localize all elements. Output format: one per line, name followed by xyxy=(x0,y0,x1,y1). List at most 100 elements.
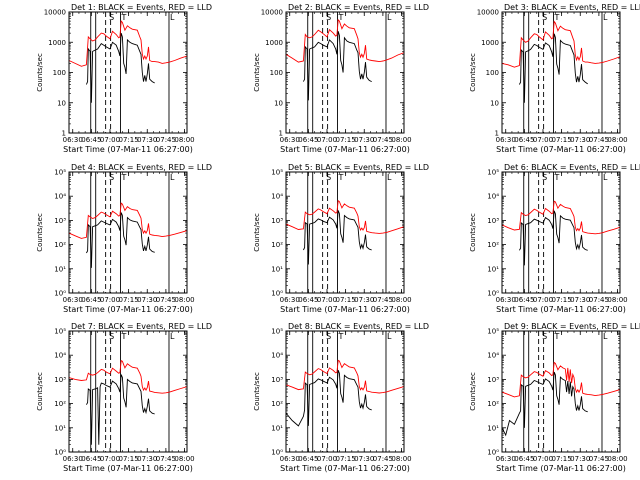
y-axis-label: Counts/sec xyxy=(253,372,261,411)
x-tick-label: 08:00 xyxy=(607,455,627,463)
y-tick-label: 10⁵ xyxy=(54,169,66,177)
y-tick-label: 10⁴ xyxy=(271,352,283,360)
y-tick-label: 10³ xyxy=(487,217,499,225)
marker-label: T xyxy=(121,13,127,22)
y-tick-label: 10⁰ xyxy=(487,449,499,457)
x-axis-title: Start Time (07-Mar-11 06:27:00) xyxy=(496,464,626,473)
y-axis-label: Counts/sec xyxy=(253,53,261,92)
panel-title: Det 2: BLACK = Events, RED = LLD xyxy=(288,3,429,12)
x-tick-label: 06:30 xyxy=(496,136,516,144)
lld-series-line xyxy=(69,19,187,67)
x-axis-title: Start Time (07-Mar-11 06:27:00) xyxy=(496,145,626,154)
events-series-line xyxy=(519,210,588,266)
x-tick-label: 08:00 xyxy=(391,136,411,144)
y-tick-label: 10² xyxy=(271,400,283,408)
y-tick-label: 10² xyxy=(271,241,283,249)
x-tick-label: 07:15 xyxy=(552,136,572,144)
x-tick-label: 07:30 xyxy=(354,296,374,304)
x-axis-title: Start Time (07-Mar-11 06:27:00) xyxy=(280,145,410,154)
marker-label: L xyxy=(603,13,608,22)
events-series-line xyxy=(286,370,372,427)
x-tick-label: 07:30 xyxy=(354,455,374,463)
lld-series-line xyxy=(69,359,187,394)
events-series-line xyxy=(502,371,588,437)
plot-frame xyxy=(285,11,405,134)
y-tick-label: 10⁰ xyxy=(271,449,283,457)
y-tick-label: 10⁵ xyxy=(487,169,499,177)
detector-panel-2: Det 2: BLACK = Events, RED = LLD Counts/s… xyxy=(253,3,429,154)
y-tick-label: 10⁰ xyxy=(271,290,283,298)
y-tick-label: 10⁴ xyxy=(54,193,66,201)
y-tick-label: 10³ xyxy=(54,376,66,384)
plot-frame xyxy=(68,171,188,294)
x-tick-label: 07:15 xyxy=(119,455,139,463)
y-tick-label: 10⁰ xyxy=(54,290,66,298)
y-tick-label: 10² xyxy=(54,400,66,408)
events-series-line xyxy=(302,210,372,265)
y-tick-label: 10¹ xyxy=(54,265,66,273)
panel-title: Det 7: BLACK = Events, RED = LLD xyxy=(71,322,212,331)
x-tick-label: 07:00 xyxy=(533,136,553,144)
x-tick-label: 07:30 xyxy=(570,296,590,304)
x-tick-label: 08:00 xyxy=(607,296,627,304)
x-tick-label: 06:30 xyxy=(280,296,300,304)
y-axis-label: Counts/sec xyxy=(253,213,261,252)
events-series-line xyxy=(86,212,155,268)
x-tick-label: 07:30 xyxy=(137,455,157,463)
panel-title: Det 4: BLACK = Events, RED = LLD xyxy=(71,163,212,172)
detector-panel-4: Det 4: BLACK = Events, RED = LLD Counts/s… xyxy=(36,163,212,314)
x-tick-label: 07:15 xyxy=(336,455,356,463)
x-tick-label: 06:30 xyxy=(63,136,83,144)
marker-label: L xyxy=(170,173,175,182)
panel-title: Det 8: BLACK = Events, RED = LLD xyxy=(288,322,429,331)
lld-series-line xyxy=(502,200,620,235)
x-tick-label: 07:30 xyxy=(354,136,374,144)
x-tick-label: 07:45 xyxy=(373,455,393,463)
x-tick-label: 06:30 xyxy=(63,296,83,304)
x-tick-label: 08:00 xyxy=(391,455,411,463)
x-tick-label: 07:00 xyxy=(533,296,553,304)
x-tick-label: 08:00 xyxy=(607,136,627,144)
marker-label: S xyxy=(542,332,547,341)
y-tick-label: 10 xyxy=(274,99,283,107)
x-tick-label: 07:45 xyxy=(373,136,393,144)
events-series-line xyxy=(86,374,155,445)
y-tick-label: 10000 xyxy=(44,9,66,17)
x-tick-label: 06:30 xyxy=(496,296,516,304)
x-axis-title: Start Time (07-Mar-11 06:27:00) xyxy=(63,305,193,314)
marker-label: L xyxy=(603,173,608,182)
x-tick-label: 07:45 xyxy=(589,296,609,304)
y-tick-label: 100 xyxy=(53,69,66,77)
lld-series-line xyxy=(502,361,620,398)
y-tick-label: 10¹ xyxy=(54,424,66,432)
x-tick-label: 07:15 xyxy=(119,136,139,144)
plot-frame xyxy=(501,330,621,453)
y-tick-label: 10² xyxy=(487,400,499,408)
plot-frame xyxy=(501,11,621,134)
x-tick-label: 08:00 xyxy=(174,136,194,144)
y-tick-label: 10 xyxy=(57,99,66,107)
lld-series-line xyxy=(286,359,404,394)
events-series-line xyxy=(302,31,372,101)
x-tick-label: 07:30 xyxy=(570,455,590,463)
y-tick-label: 1 xyxy=(279,130,283,138)
x-tick-label: 06:45 xyxy=(81,296,101,304)
marker-label: S xyxy=(326,173,331,182)
y-tick-label: 10⁴ xyxy=(271,193,283,201)
y-axis-label: Counts/sec xyxy=(36,53,44,92)
detector-panel-1: Det 1: BLACK = Events, RED = LLD Counts/s… xyxy=(36,3,212,154)
y-tick-label: 10000 xyxy=(477,9,499,17)
plot-frame xyxy=(68,330,188,453)
detector-panel-6: Det 6: BLACK = Events, RED = LLD Counts/s… xyxy=(469,163,640,314)
y-tick-label: 10² xyxy=(54,241,66,249)
y-tick-label: 10¹ xyxy=(271,424,283,432)
y-tick-label: 10³ xyxy=(271,217,283,225)
x-tick-label: 07:45 xyxy=(156,136,176,144)
panel-title: Det 5: BLACK = Events, RED = LLD xyxy=(288,163,429,172)
y-tick-label: 10⁵ xyxy=(271,169,283,177)
marker-label: L xyxy=(387,13,392,22)
y-tick-label: 10¹ xyxy=(487,424,499,432)
y-tick-label: 10⁰ xyxy=(487,290,499,298)
x-tick-label: 06:45 xyxy=(514,296,534,304)
y-tick-label: 10⁴ xyxy=(54,352,66,360)
